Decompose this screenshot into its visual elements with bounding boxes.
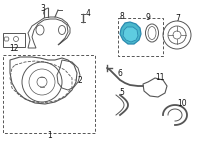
Text: 12: 12 [9, 44, 19, 52]
Text: 11: 11 [155, 72, 165, 81]
Text: 2: 2 [78, 76, 82, 85]
Text: 3: 3 [41, 4, 45, 12]
Bar [118, 18, 163, 56]
Polygon shape [123, 27, 138, 42]
Bar [3, 33, 25, 47]
Polygon shape [120, 22, 141, 44]
Bar [3, 55, 95, 133]
Text: 5: 5 [120, 87, 124, 96]
Text: 10: 10 [177, 98, 187, 107]
Text: 7: 7 [176, 14, 180, 22]
Text: 4: 4 [86, 9, 90, 17]
Text: 6: 6 [118, 69, 122, 77]
Text: 8: 8 [120, 11, 124, 20]
Text: 1: 1 [48, 132, 52, 141]
Text: 9: 9 [146, 12, 150, 21]
